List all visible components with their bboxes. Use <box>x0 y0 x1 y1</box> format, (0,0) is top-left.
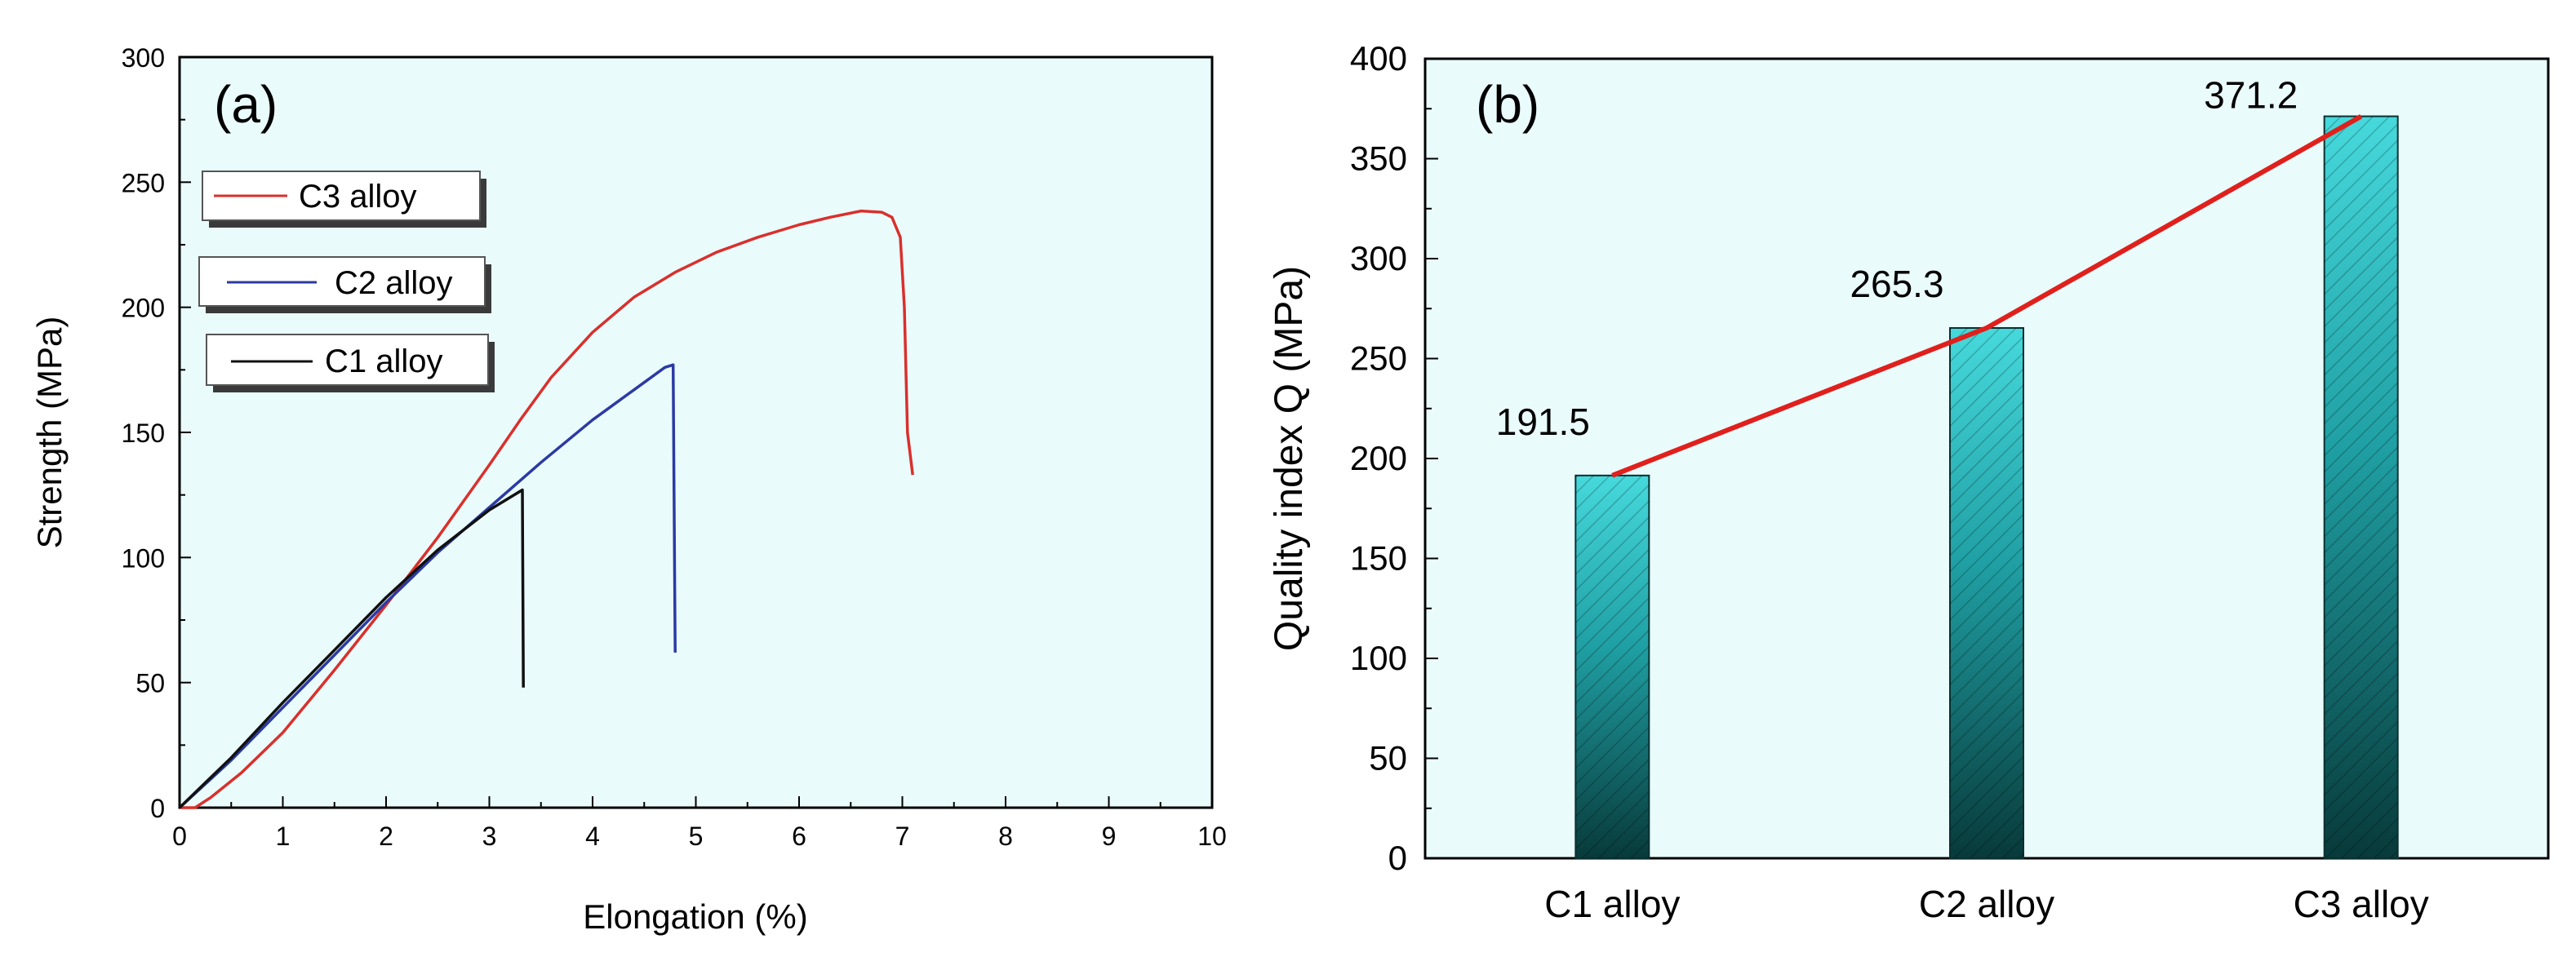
y-tick-label: 0 <box>150 794 165 823</box>
x-tick-label: 7 <box>895 822 910 851</box>
y-tick-label: 150 <box>122 419 165 448</box>
y-tick-label: 300 <box>122 43 165 73</box>
bar-hatch <box>1950 328 2023 858</box>
value-label: 371.2 <box>2204 74 2298 117</box>
bar-hatch <box>2324 116 2398 858</box>
x-tick-label: 4 <box>585 822 600 851</box>
legend-entry-c2: C2 alloy <box>198 256 491 313</box>
legend-entry-c1: C1 alloy <box>206 334 495 392</box>
y-tick-label: 200 <box>122 294 165 323</box>
y-tick-label: 0 <box>1388 839 1407 877</box>
bar-hatch <box>1575 475 1650 858</box>
plot-b-bars <box>1574 115 2399 859</box>
plot-b-value-labels: 191.5 265.3 371.2 <box>1496 74 2298 443</box>
series-line-c3 <box>180 209 914 809</box>
plot-b-ticks: 0 50 100 150 200 250 300 350 400 C1 alloy C2 alloy… <box>1350 39 2429 925</box>
legend-label-c1: C1 alloy <box>325 343 443 379</box>
plot-a-series <box>178 209 914 809</box>
plot-a-y-axis-label: Strength (MPa) <box>30 317 69 549</box>
panel-b-label: (b) <box>1476 75 1539 134</box>
x-tick-label: 6 <box>792 822 806 851</box>
y-tick-label: 50 <box>1369 739 1407 777</box>
y-tick-label: 50 <box>135 669 165 698</box>
y-tick-label: 300 <box>1350 239 1407 277</box>
panel-b-quality-index-chart: 0 50 100 150 200 250 300 350 400 C1 alloy C2 alloy… <box>1268 39 2550 925</box>
series-line-c1 <box>178 488 525 809</box>
x-tick-label: C1 alloy <box>1544 883 1680 925</box>
x-tick-label: 9 <box>1102 822 1117 851</box>
plot-a-x-axis-label: Elongation (%) <box>583 897 807 936</box>
y-tick-label: 250 <box>1350 339 1407 378</box>
series-line-c2 <box>178 363 677 809</box>
plot-b-y-axis-label: Quality index Q (MPa) <box>1268 266 1311 651</box>
y-tick-label: 350 <box>1350 140 1407 178</box>
legend-label-c2: C2 alloy <box>335 265 453 301</box>
x-tick-label: 0 <box>172 822 187 851</box>
x-tick-label: 1 <box>276 822 291 851</box>
legend-label-c3: C3 alloy <box>299 179 417 215</box>
x-tick-label: 5 <box>689 822 704 851</box>
value-label: 265.3 <box>1850 263 1943 305</box>
y-tick-label: 150 <box>1350 539 1407 578</box>
plot-a-legend: C3 alloy C2 alloy C1 alloy <box>198 171 495 392</box>
x-tick-label: C3 alloy <box>2294 883 2429 925</box>
x-tick-label: C2 alloy <box>1919 883 2054 925</box>
legend-entry-c3: C3 alloy <box>202 171 486 228</box>
x-tick-label: 3 <box>482 822 497 851</box>
y-tick-label: 400 <box>1350 39 1407 78</box>
y-tick-label: 250 <box>122 168 165 197</box>
y-tick-label: 100 <box>122 543 165 573</box>
y-tick-label: 200 <box>1350 439 1407 477</box>
plot-b-trend-line <box>1611 113 2363 478</box>
trend-line <box>1611 113 2363 478</box>
x-tick-label: 2 <box>379 822 393 851</box>
x-tick-label: 8 <box>998 822 1013 851</box>
x-tick-label: 10 <box>1197 822 1227 851</box>
y-tick-label: 100 <box>1350 639 1407 677</box>
plot-a-area <box>178 55 1214 809</box>
panel-a-label: (a) <box>214 75 278 134</box>
value-label: 191.5 <box>1496 401 1590 443</box>
